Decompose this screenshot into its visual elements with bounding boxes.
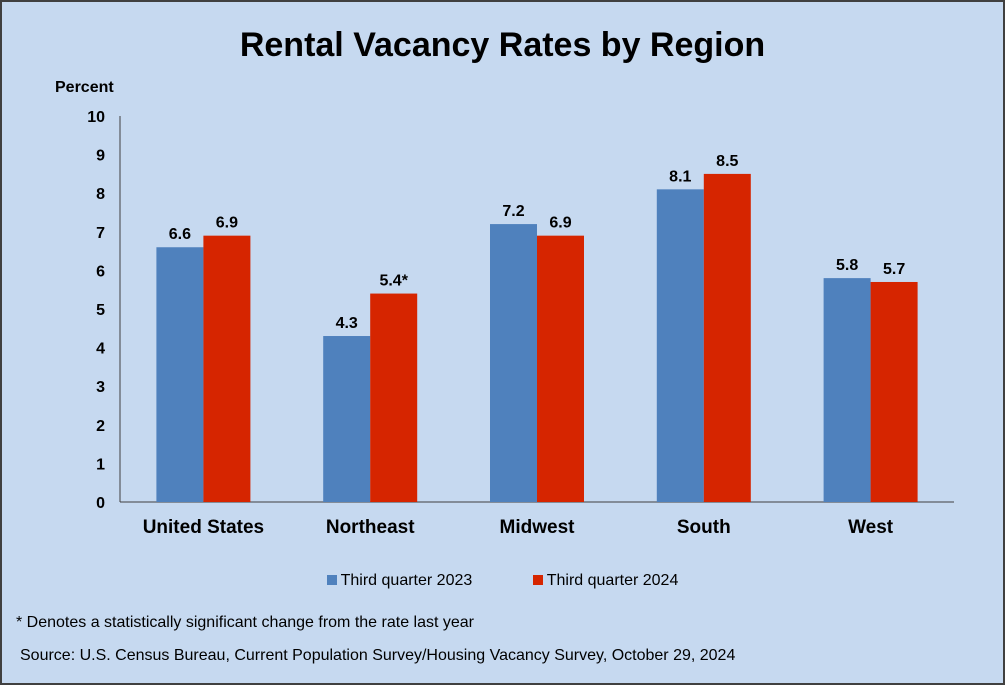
y-tick-label: 5 [96, 302, 105, 319]
bar-2024 [537, 235, 584, 502]
data-label: 7.2 [502, 203, 524, 220]
legend-swatch-2023 [326, 575, 337, 585]
data-label: 6.6 [169, 226, 191, 243]
data-label: 5.4* [379, 273, 408, 290]
data-label: 6.9 [549, 215, 571, 232]
y-tick-label: 2 [96, 418, 105, 435]
bar-2023 [156, 247, 204, 502]
bar-2023 [490, 224, 537, 502]
bar-2023 [323, 336, 371, 502]
y-tick-label: 9 [96, 148, 105, 165]
y-tick-label: 10 [87, 109, 105, 126]
bar-chart: 0 1 2 3 4 5 6 7 8 9 10 6.6 6.9 United States 4.3 5.4* No… [87, 109, 954, 538]
legend-label-2023: Third quarter 2023 [340, 572, 473, 589]
bar-2024 [370, 293, 418, 502]
bar-2024 [703, 173, 751, 502]
legend-item-2024: Third quarter 2024 [532, 572, 679, 590]
y-tick-label: 7 [96, 225, 105, 242]
y-tick-label: 4 [96, 341, 105, 358]
data-label: 5.8 [836, 257, 858, 274]
chart-title: Rental Vacancy Rates by Region [239, 26, 766, 64]
data-label: 6.9 [216, 215, 238, 232]
legend: Third quarter 2023 Third quarter 2024 [2, 572, 1003, 590]
x-tick-label: Midwest [500, 517, 576, 538]
source-note: Source: U.S. Census Bureau, Current Popu… [20, 647, 736, 664]
x-tick-label: United States [143, 517, 264, 538]
legend-label-2024: Third quarter 2024 [546, 572, 679, 589]
x-tick-label: West [848, 517, 894, 538]
y-axis-label: Percent [55, 79, 114, 96]
data-label: 4.3 [336, 315, 358, 332]
legend-item-2023: Third quarter 2023 [326, 572, 473, 590]
x-tick-label: Northeast [326, 517, 415, 538]
y-tick-label: 1 [96, 456, 105, 473]
footnote: * Denotes a statistically significant ch… [16, 614, 474, 631]
x-tick-label: South [677, 517, 731, 538]
bar-2024 [870, 281, 918, 502]
y-tick-label: 0 [96, 495, 105, 512]
y-tick-label: 6 [96, 263, 105, 280]
y-tick-label: 3 [96, 379, 105, 396]
y-tick-label: 8 [96, 186, 105, 203]
legend-swatch-2024 [532, 575, 543, 585]
bar-2024 [203, 235, 251, 502]
bar-2023 [656, 189, 704, 502]
data-label: 8.5 [716, 153, 738, 170]
data-label: 8.1 [669, 168, 691, 185]
data-label: 5.7 [883, 261, 905, 278]
bar-2023 [823, 278, 871, 502]
